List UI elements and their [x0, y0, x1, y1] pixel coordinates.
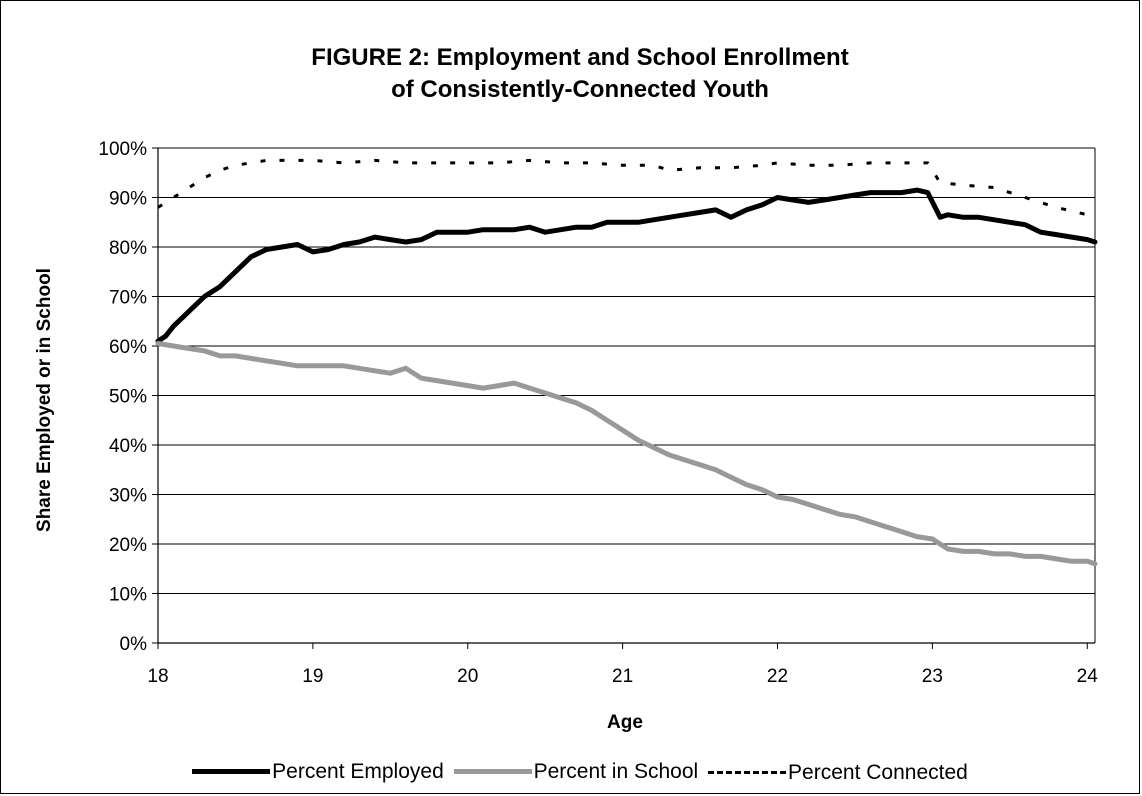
- x-tick-label: 18: [147, 666, 168, 687]
- axes: [152, 147, 1096, 649]
- chart-title: FIGURE 2: Employment and School Enrollme…: [0, 42, 1142, 106]
- legend-item-employed: Percent Employed: [192, 760, 444, 784]
- series-lines: [155, 158, 1098, 567]
- x-tick-label: 20: [457, 666, 478, 687]
- legend-swatch-school: [453, 769, 532, 774]
- legend-item-school: Percent in School: [453, 759, 699, 784]
- legend-item-connected: Percent Connected: [708, 761, 968, 785]
- series-line-connected: [157, 158, 1096, 219]
- x-tick-label: 24: [1077, 666, 1099, 687]
- y-tick-label: 60%: [109, 337, 147, 358]
- x-tick-label: 23: [922, 666, 943, 687]
- legend-label-connected: Percent Connected: [788, 760, 968, 784]
- legend: Percent Employed Percent in School Perce…: [0, 756, 1142, 785]
- x-tick-label: 19: [302, 666, 323, 687]
- y-tick-label: 30%: [109, 486, 147, 507]
- series-line-school: [155, 341, 1098, 567]
- x-tick-label: 22: [767, 666, 788, 687]
- y-tick-label: 80%: [109, 238, 147, 259]
- y-tick-label: 40%: [109, 436, 147, 457]
- legend-label-employed: Percent Employed: [272, 759, 444, 783]
- legend-swatch-connected: [708, 771, 787, 774]
- y-tick-label: 100%: [98, 139, 147, 160]
- y-tick-label: 10%: [109, 585, 147, 606]
- y-tick-label: 20%: [109, 535, 147, 556]
- gridlines: [158, 147, 1095, 594]
- legend-label-school: Percent in School: [533, 759, 699, 783]
- legend-swatch-employed: [192, 769, 271, 774]
- chart-title-line-2: of Consistently-Connected Youth: [391, 76, 769, 103]
- series-line-employed: [155, 187, 1098, 344]
- x-tick-label: 21: [612, 666, 633, 687]
- x-axis-label: Age: [607, 712, 643, 733]
- y-tick-label: 0%: [120, 634, 148, 655]
- plot-area: 0% 10% 20% 30% 40% 50% 60% 70% 80% 90% 100% 18 19 20 2…: [98, 139, 1098, 687]
- y-tick-label: 90%: [109, 189, 147, 210]
- chart-title-line-1: FIGURE 2: Employment and School Enrollme…: [311, 44, 849, 71]
- y-tick-label: 50%: [109, 387, 147, 408]
- y-tick-label: 70%: [109, 288, 147, 309]
- tick-labels: 0% 10% 20% 30% 40% 50% 60% 70% 80% 90% 100% 18 19 20 2…: [98, 139, 1098, 687]
